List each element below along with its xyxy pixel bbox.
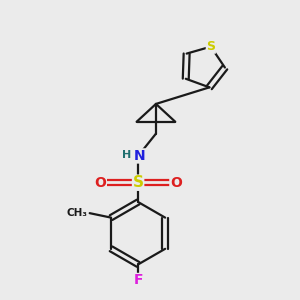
Text: S: S [133, 175, 144, 190]
Text: O: O [170, 176, 182, 190]
Text: N: N [134, 149, 146, 163]
Text: CH₃: CH₃ [66, 208, 87, 218]
Text: H: H [122, 150, 131, 161]
Text: S: S [206, 40, 215, 53]
Text: F: F [134, 274, 143, 287]
Text: O: O [94, 176, 106, 190]
